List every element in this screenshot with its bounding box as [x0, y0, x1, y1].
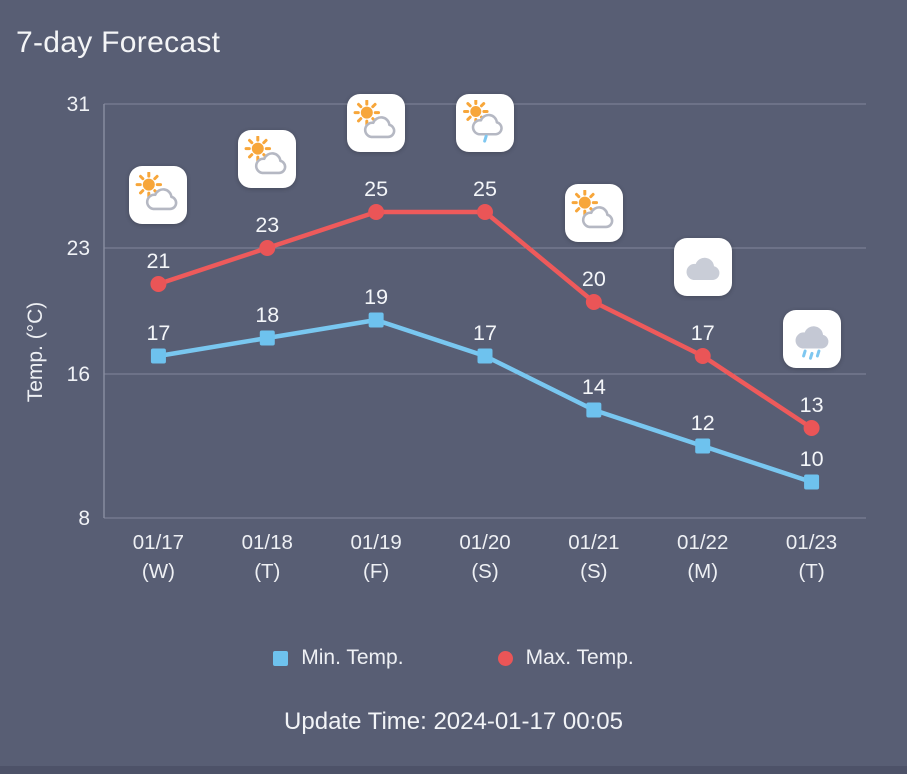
- value-label-min-temp: 17: [146, 321, 170, 345]
- bottom-edge: [0, 766, 907, 774]
- x-label-weekday: (S): [471, 560, 499, 583]
- value-label-min-temp: 12: [691, 411, 715, 435]
- x-label-weekday: (W): [141, 560, 175, 583]
- marker-min-temp: [259, 330, 275, 346]
- weather-icon-partly-sunny: [238, 130, 297, 188]
- marker-max-temp: [259, 240, 276, 256]
- x-label-weekday: (F): [363, 560, 390, 583]
- legend-item-max-temp[interactable]: Max. Temp.: [497, 646, 634, 670]
- marker-min-temp: [804, 474, 820, 490]
- marker-max-temp: [585, 294, 602, 310]
- x-label-weekday: (T): [254, 560, 281, 583]
- x-label-date: 01/18: [241, 531, 293, 554]
- x-axis-label-01-22: 01/22 (M): [648, 528, 758, 586]
- marker-max-temp: [150, 276, 167, 292]
- x-axis-label-01-21: 01/21 (S): [539, 528, 649, 586]
- marker-max-temp: [694, 348, 711, 364]
- legend-item-min-temp[interactable]: Min. Temp.: [273, 646, 404, 670]
- value-label-min-temp: 17: [473, 321, 497, 345]
- marker-min-temp: [695, 438, 711, 454]
- x-label-date: 01/22: [677, 531, 729, 554]
- value-label-min-temp: 14: [582, 375, 606, 399]
- marker-min-temp: [368, 312, 384, 328]
- marker-max-temp: [803, 420, 820, 436]
- value-label-min-temp: 10: [800, 447, 824, 471]
- weather-icon-partly-sunny: [564, 184, 623, 242]
- y-tick-label: 31: [67, 93, 90, 116]
- marker-max-temp: [368, 204, 385, 220]
- value-label-max-temp: 25: [473, 177, 497, 201]
- value-label-min-temp: 19: [364, 285, 388, 309]
- legend-marker-square: [273, 650, 289, 666]
- marker-min-temp: [586, 402, 602, 418]
- y-tick-label: 8: [78, 507, 90, 530]
- chart-legend: Min. Temp. Max. Temp.: [0, 646, 907, 670]
- value-label-max-temp: 25: [364, 177, 388, 201]
- weather-icon-partly-sunny: [347, 94, 406, 152]
- value-label-max-temp: 23: [255, 213, 279, 237]
- value-label-max-temp: 20: [582, 267, 606, 291]
- weather-icon-partly-sunny: [129, 166, 188, 224]
- value-label-max-temp: 13: [800, 393, 824, 417]
- x-label-weekday: (S): [580, 560, 608, 583]
- x-label-date: 01/17: [132, 531, 185, 554]
- page-title: 7-day Forecast: [16, 26, 221, 59]
- y-tick-label: 23: [67, 237, 90, 260]
- legend-label: Min. Temp.: [301, 646, 404, 669]
- x-label-date: 01/21: [568, 531, 620, 554]
- marker-min-temp: [150, 348, 166, 364]
- weather-icon-cloudy: [673, 238, 732, 296]
- x-axis-label-01-23: 01/23 (T): [757, 528, 867, 586]
- legend-label: Max. Temp.: [525, 646, 634, 669]
- x-label-date: 01/23: [785, 531, 838, 554]
- value-label-max-temp: 17: [691, 321, 715, 345]
- y-tick-label: 16: [67, 363, 90, 386]
- weather-icon-partly-sunny-rain: [456, 94, 514, 152]
- value-label-min-temp: 18: [255, 303, 279, 327]
- marker-max-temp: [477, 204, 493, 220]
- x-label-weekday: (T): [798, 560, 825, 583]
- x-label-date: 01/20: [459, 531, 511, 554]
- update-time: Update Time: 2024-01-17 00:05: [284, 708, 623, 735]
- weather-icon-rainy: [782, 310, 841, 368]
- value-label-max-temp: 21: [146, 249, 170, 273]
- forecast-chart: 8 16 23 31 17 18 19 17 14 12 10 21 23 25 25 20 17 13: [67, 93, 866, 530]
- x-axis-label-01-17: 01/17 (W): [103, 528, 213, 586]
- x-axis-label-01-19: 01/19 (F): [321, 528, 431, 586]
- marker-min-temp: [477, 348, 493, 364]
- x-label-date: 01/19: [350, 531, 402, 554]
- x-axis-label-01-20: 01/20 (S): [430, 528, 540, 586]
- legend-marker-circle: [497, 650, 513, 666]
- x-axis-label-01-18: 01/18 (T): [212, 528, 322, 586]
- x-label-weekday: (M): [687, 560, 719, 583]
